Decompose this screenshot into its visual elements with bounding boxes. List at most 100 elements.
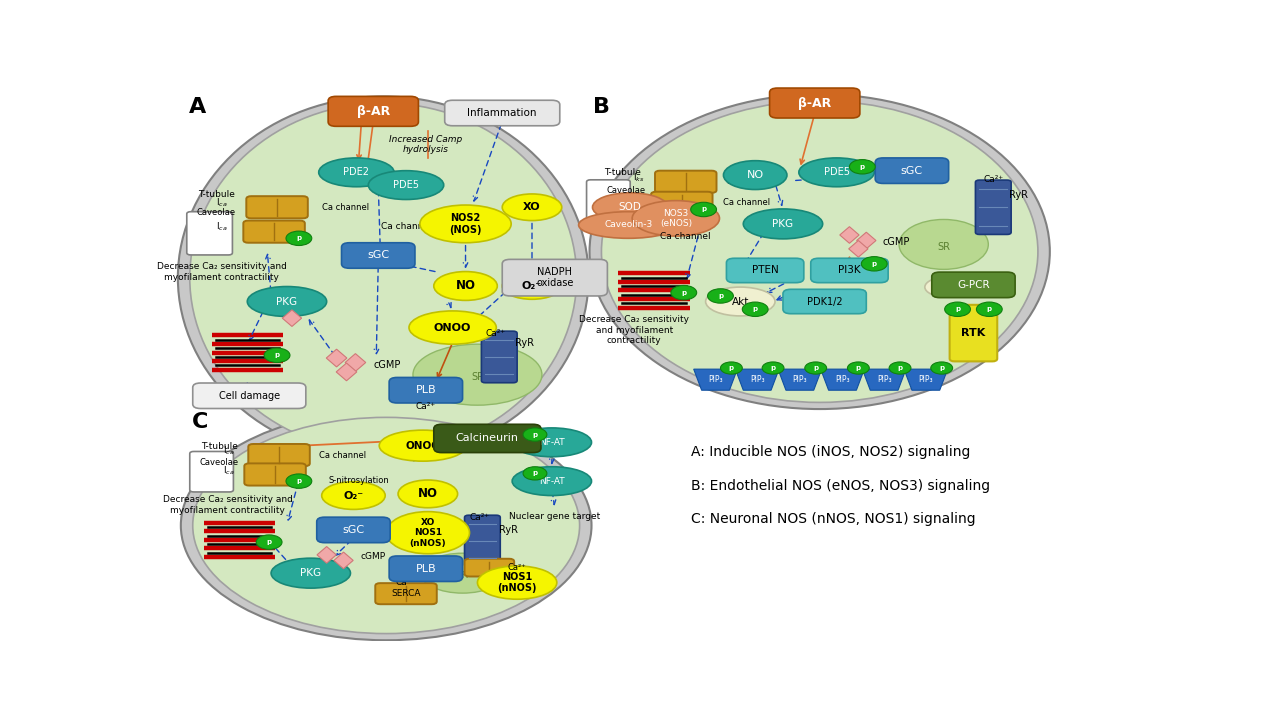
Ellipse shape xyxy=(178,96,589,459)
Ellipse shape xyxy=(180,410,591,640)
Ellipse shape xyxy=(502,273,562,300)
Text: NOS2
(NOS): NOS2 (NOS) xyxy=(449,213,481,235)
Text: PKG: PKG xyxy=(301,568,321,578)
Ellipse shape xyxy=(379,430,466,462)
FancyBboxPatch shape xyxy=(243,220,305,243)
Text: B: B xyxy=(593,97,611,117)
Text: p: p xyxy=(753,306,758,312)
Text: PDE5: PDE5 xyxy=(823,167,850,177)
Ellipse shape xyxy=(369,171,444,199)
Text: PIP₃: PIP₃ xyxy=(792,374,808,384)
Ellipse shape xyxy=(398,480,458,508)
Text: p: p xyxy=(728,365,733,371)
Text: B: Endothelial NOS (eNOS, NOS3) signaling: B: Endothelial NOS (eNOS, NOS3) signalin… xyxy=(691,479,989,492)
Text: PLB: PLB xyxy=(416,564,436,574)
Text: p: p xyxy=(532,470,538,477)
Text: PIP₃: PIP₃ xyxy=(919,374,933,384)
Text: sGC: sGC xyxy=(342,525,365,535)
Circle shape xyxy=(721,362,742,374)
Text: Nuclear gene target: Nuclear gene target xyxy=(509,511,600,521)
FancyBboxPatch shape xyxy=(810,258,888,283)
Text: ONOO: ONOO xyxy=(406,441,440,451)
Text: SR: SR xyxy=(471,372,484,382)
Text: O₂⁻: O₂⁻ xyxy=(522,281,541,291)
Text: cGMP: cGMP xyxy=(882,237,910,247)
Circle shape xyxy=(805,362,827,374)
Polygon shape xyxy=(863,369,906,390)
Ellipse shape xyxy=(321,482,385,510)
Ellipse shape xyxy=(925,277,969,297)
Text: p: p xyxy=(987,306,992,312)
FancyBboxPatch shape xyxy=(975,180,1011,235)
FancyBboxPatch shape xyxy=(193,383,306,408)
Ellipse shape xyxy=(579,212,678,238)
Circle shape xyxy=(977,302,1002,317)
Ellipse shape xyxy=(632,201,719,236)
Ellipse shape xyxy=(189,103,577,452)
Circle shape xyxy=(708,289,733,303)
Text: Ca²⁺: Ca²⁺ xyxy=(983,175,1004,184)
Text: βγ: βγ xyxy=(942,282,952,292)
Text: p: p xyxy=(813,365,818,371)
Text: NO: NO xyxy=(456,279,476,292)
Ellipse shape xyxy=(247,287,326,317)
Polygon shape xyxy=(326,349,347,367)
Polygon shape xyxy=(694,369,737,390)
Ellipse shape xyxy=(420,205,511,243)
Text: NADPH
oxidase: NADPH oxidase xyxy=(536,267,573,289)
Ellipse shape xyxy=(319,158,394,186)
Text: p: p xyxy=(296,478,302,484)
Ellipse shape xyxy=(512,428,591,456)
Text: p: p xyxy=(872,261,877,267)
Ellipse shape xyxy=(705,287,776,316)
Ellipse shape xyxy=(899,220,988,269)
Ellipse shape xyxy=(193,418,580,634)
Text: NF-AT: NF-AT xyxy=(539,438,564,447)
Text: Decrease Ca₂ sensitivity
and myofilament
contractility: Decrease Ca₂ sensitivity and myofilament… xyxy=(579,315,689,345)
Polygon shape xyxy=(778,369,822,390)
Circle shape xyxy=(285,231,312,246)
Text: PKG: PKG xyxy=(276,297,297,307)
Circle shape xyxy=(264,348,291,362)
Text: I$_{ca}$: I$_{ca}$ xyxy=(216,221,228,233)
Text: I$_{ca}$: I$_{ca}$ xyxy=(216,197,228,209)
Text: PKG: PKG xyxy=(772,219,794,229)
Polygon shape xyxy=(334,552,353,569)
FancyBboxPatch shape xyxy=(389,556,462,582)
Text: G-PCR: G-PCR xyxy=(957,280,989,290)
Ellipse shape xyxy=(590,94,1050,409)
FancyBboxPatch shape xyxy=(727,258,804,283)
Text: PTEN: PTEN xyxy=(751,266,778,276)
Polygon shape xyxy=(283,310,302,326)
Text: SERCA: SERCA xyxy=(392,589,421,598)
Text: O₂⁻: O₂⁻ xyxy=(343,490,364,500)
Text: PIP₃: PIP₃ xyxy=(835,374,850,384)
Text: α: α xyxy=(959,279,964,288)
Text: ONOO: ONOO xyxy=(434,323,471,333)
Text: cGMP: cGMP xyxy=(374,360,401,370)
Text: RTK: RTK xyxy=(961,328,986,338)
Text: Ca²⁺: Ca²⁺ xyxy=(485,328,506,338)
Text: NF-AT: NF-AT xyxy=(539,477,564,485)
Text: Ca channel: Ca channel xyxy=(380,222,431,230)
Circle shape xyxy=(931,362,952,374)
Polygon shape xyxy=(735,369,780,390)
Circle shape xyxy=(762,362,783,374)
Text: p: p xyxy=(681,289,686,296)
Text: sGC: sGC xyxy=(901,166,923,176)
FancyBboxPatch shape xyxy=(187,212,233,255)
Polygon shape xyxy=(840,227,859,243)
FancyBboxPatch shape xyxy=(932,272,1015,297)
Text: Caveolae: Caveolae xyxy=(197,208,236,217)
Ellipse shape xyxy=(477,566,557,599)
Text: PIP₃: PIP₃ xyxy=(750,374,764,384)
Circle shape xyxy=(847,362,869,374)
FancyBboxPatch shape xyxy=(465,516,500,567)
Text: Ca²⁺: Ca²⁺ xyxy=(470,513,489,522)
Circle shape xyxy=(890,362,911,374)
Polygon shape xyxy=(849,240,868,257)
Text: Caveolae: Caveolae xyxy=(607,186,646,195)
Ellipse shape xyxy=(602,101,1038,402)
Text: p: p xyxy=(955,306,960,312)
Text: Ca channel: Ca channel xyxy=(319,451,366,459)
